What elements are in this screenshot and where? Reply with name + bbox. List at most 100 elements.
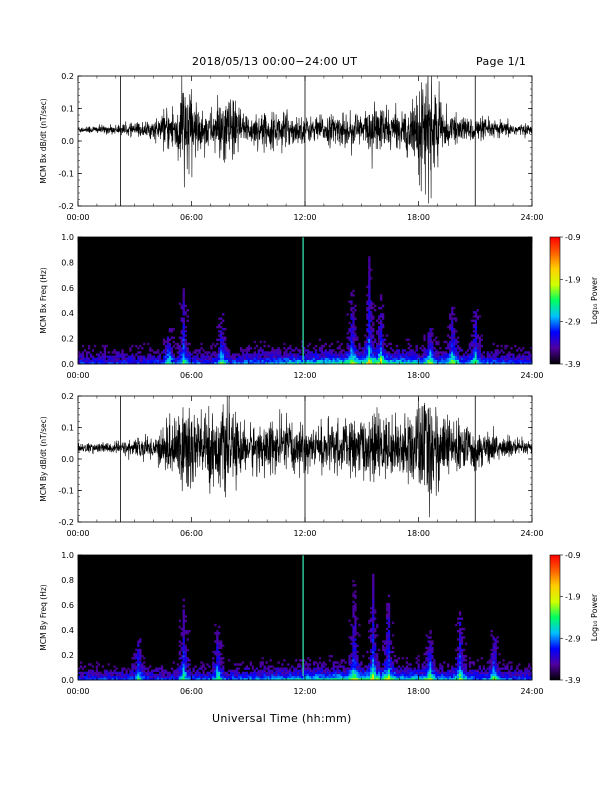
x-tick-label: 18:00	[407, 687, 430, 696]
spectrogram-cell	[332, 349, 335, 352]
spectrogram-cell	[366, 328, 369, 331]
spectrogram-cell	[336, 665, 339, 668]
spectrogram-cell	[314, 361, 318, 365]
spectrogram-cell	[348, 636, 351, 639]
spectrogram-cell	[322, 351, 326, 354]
spectrogram-cell	[352, 667, 355, 670]
spectrogram-cell	[162, 357, 166, 360]
spectrogram-cell	[362, 349, 365, 352]
spectrogram-cell	[368, 344, 371, 348]
spectrogram-cell	[214, 361, 217, 365]
spectrogram-cell	[378, 328, 381, 331]
spectrogram-cell	[326, 669, 329, 672]
spectrogram-cell	[131, 667, 134, 670]
spectrogram-cell	[362, 667, 365, 670]
spectrogram-cell	[376, 665, 379, 668]
spectrogram-cell	[283, 357, 286, 360]
spectrogram-cell	[291, 665, 294, 668]
spectrogram-cell	[95, 357, 99, 360]
spectrogram-cell	[397, 349, 401, 352]
spectrogram-cell	[194, 671, 197, 675]
spectrogram-cell	[261, 675, 264, 679]
spectrogram-cell	[455, 663, 458, 666]
spectrogram-cell	[164, 351, 168, 354]
spectrogram-cell	[220, 317, 223, 320]
spectrogram-cell	[370, 665, 373, 668]
spectrogram-cell	[466, 353, 470, 356]
spectrogram-cell	[510, 347, 513, 350]
spectrogram-cell	[374, 357, 377, 360]
spectrogram-cell	[301, 669, 304, 672]
spectrogram-cell	[360, 355, 363, 358]
spectrogram-cell	[405, 675, 408, 679]
spectrogram-cell	[354, 650, 357, 654]
spectrogram-cell	[265, 673, 268, 677]
spectrogram-cell	[387, 611, 391, 614]
spectrogram-cell	[380, 673, 383, 677]
spectrogram-cell	[449, 347, 452, 350]
spectrogram-cell	[451, 309, 454, 312]
spectrogram-cell	[320, 663, 324, 666]
spectrogram-cell	[482, 673, 485, 677]
spectrogram-cell	[433, 355, 436, 358]
spectrogram-cell	[384, 665, 387, 668]
spectrogram-cell	[318, 355, 322, 358]
spectrogram-cell	[356, 677, 359, 681]
spectrogram-cell	[259, 661, 262, 664]
spectrogram-cell	[153, 361, 156, 365]
spectrogram-cell	[285, 673, 288, 677]
spectrogram-cell	[376, 319, 379, 322]
spectrogram-cell	[397, 671, 401, 675]
spectrogram-cell	[370, 344, 373, 348]
spectrogram-cell	[141, 655, 144, 658]
spectrogram-cell	[368, 332, 371, 335]
spectrogram-cell	[338, 673, 341, 677]
spectrogram-cell	[310, 671, 314, 675]
spectrogram-cell	[492, 648, 495, 652]
spectrogram-cell	[506, 357, 509, 360]
spectrogram-cell	[326, 671, 329, 675]
spectrogram-cell	[443, 671, 446, 675]
spectrogram-cell	[441, 677, 444, 681]
spectrogram-cell	[160, 675, 164, 679]
spectrogram-cell	[382, 340, 385, 344]
spectrogram-cell	[433, 359, 436, 363]
spectrogram-cell	[449, 342, 452, 346]
spectrogram-cell	[324, 673, 327, 677]
spectrogram-cell	[419, 347, 422, 350]
spectrogram-cell	[340, 661, 343, 664]
spectrogram-cell	[233, 671, 237, 675]
spectrogram-cell	[151, 669, 154, 672]
spectrogram-cell	[366, 342, 369, 346]
spectrogram-cell	[354, 630, 357, 633]
spectrogram-cell	[283, 671, 286, 675]
spectrogram-cell	[186, 632, 189, 635]
spectrogram-cell	[210, 355, 213, 358]
spectrogram-cell	[267, 353, 270, 356]
spectrogram-cell	[218, 675, 221, 679]
spectrogram-cell	[423, 355, 426, 358]
spectrogram-cell	[472, 361, 476, 365]
spectrogram-cell	[368, 321, 371, 325]
spectrogram-cell	[113, 671, 116, 675]
spectrogram-cell	[182, 313, 185, 316]
spectrogram-cell	[338, 353, 341, 356]
spectrogram-cell	[472, 671, 476, 675]
spectrogram-cell	[111, 357, 114, 360]
spectrogram-cell	[427, 636, 430, 639]
spectrogram-cell	[206, 673, 209, 677]
spectrogram-cell	[397, 669, 401, 672]
spectrogram-cell	[184, 325, 187, 329]
spectrogram-cell	[421, 677, 424, 681]
spectrogram-cell	[93, 677, 97, 681]
spectrogram-cell	[188, 659, 191, 662]
spectrogram-cell	[451, 321, 454, 325]
spectrogram-cell	[172, 669, 175, 672]
spectrogram-cell	[305, 357, 308, 360]
spectrogram-cell	[332, 357, 335, 360]
spectrogram-cell	[370, 607, 373, 610]
spectrogram-cell	[453, 313, 456, 316]
spectrogram-cell	[457, 652, 460, 656]
spectrogram-cell	[212, 673, 215, 677]
spectrogram-cell	[324, 349, 327, 352]
